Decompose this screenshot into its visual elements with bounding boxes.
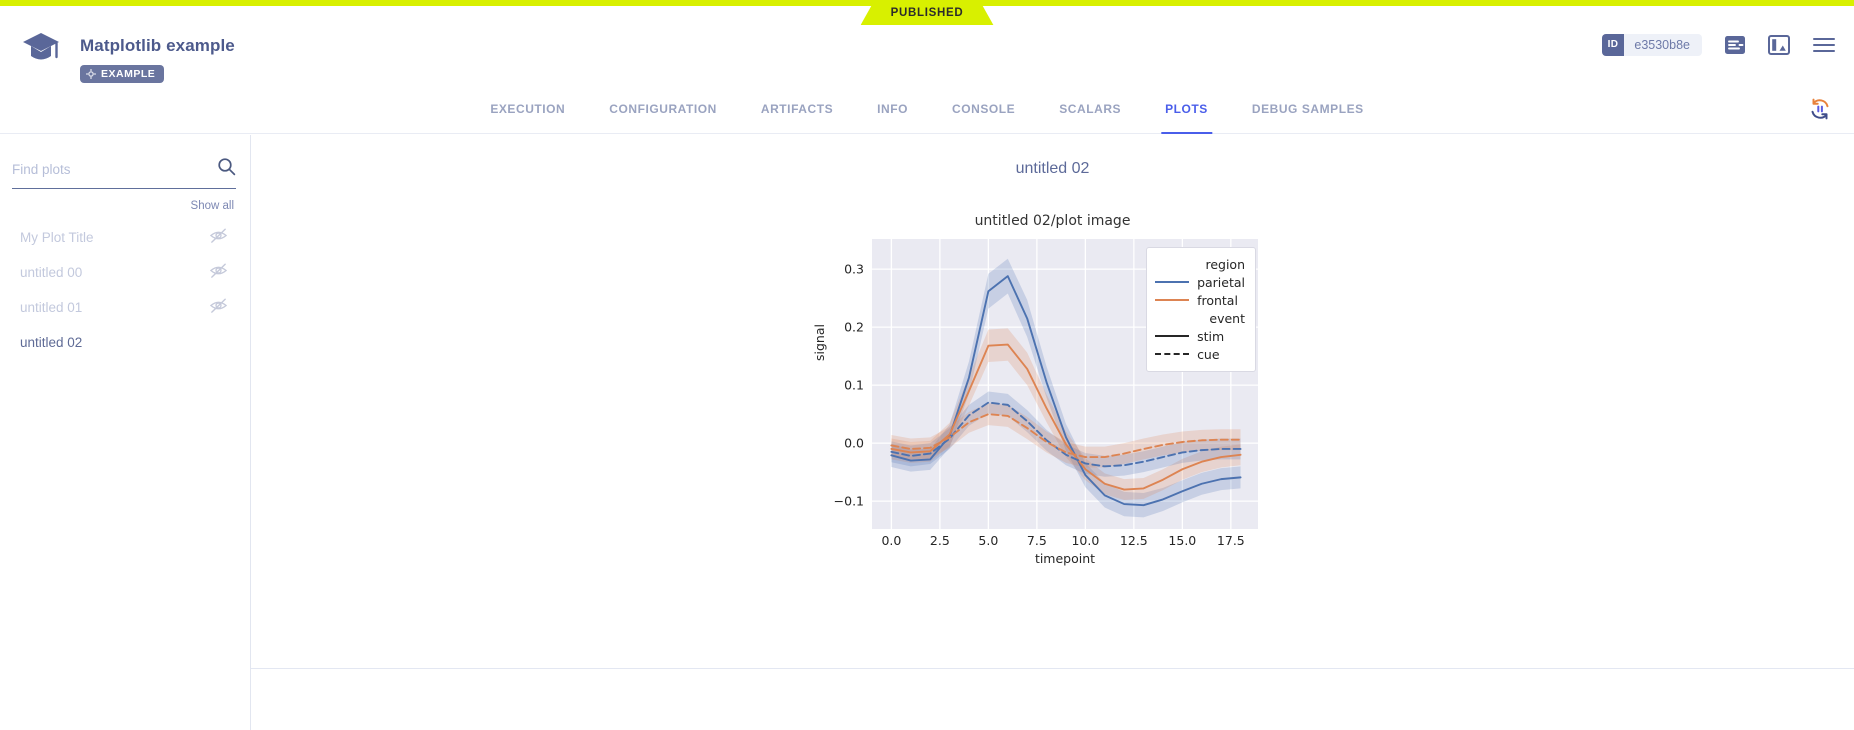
legend-swatch-parietal [1155,281,1190,283]
matplotlib-figure: untitled 02/plot image 0.3 0.2 0.1 0.0 −0.1 … [810,213,1295,613]
y-tick-label: 0.3 [844,261,864,277]
graduation-cap-logo-icon [22,30,60,64]
legend-label: event [1209,310,1245,326]
chart-svg [872,239,1258,529]
x-axis-ticks: 0.0 2.5 5.0 7.5 10.0 12.5 15.0 17.5 [872,529,1258,551]
legend-group-event: event [1155,309,1245,327]
tab-artifacts[interactable]: ARTIFACTS [760,102,834,116]
y-tick-label: 0.1 [844,377,864,393]
search-box [12,157,236,189]
plot-item-label: untitled 02 [20,335,83,350]
example-tag: EXAMPLE [80,65,165,83]
plot-item-label: untitled 00 [20,265,83,280]
x-tick-label: 7.5 [1026,533,1047,548]
plot-list: My Plot Title untitled 00 untitled 0 [0,220,250,360]
run-id-value: e3530b8e [1634,38,1690,52]
y-axis-label: signal [812,324,827,361]
legend-item-cue: cue [1155,345,1245,363]
tab-debug-samples[interactable]: DEBUG SAMPLES [1251,102,1364,116]
eye-off-icon[interactable] [209,261,228,285]
eye-off-icon[interactable] [209,296,228,320]
y-axis-ticks: 0.3 0.2 0.1 0.0 −0.1 [810,239,864,529]
page-title: Matplotlib example [80,36,235,55]
legend-item-frontal: frontal [1155,291,1245,309]
published-ribbon: PUBLISHED [861,0,994,25]
legend-label: parietal [1197,274,1245,290]
list-item[interactable]: untitled 00 [0,255,250,290]
eye-off-icon[interactable] [209,226,228,250]
log-icon[interactable] [1724,35,1746,55]
x-tick-label: 12.5 [1119,533,1148,548]
menu-icon[interactable] [1812,36,1836,54]
tabs-container: EXECUTION CONFIGURATION ARTIFACTS INFO C… [468,84,1385,134]
plot-area: region parietal frontal event [872,239,1258,529]
show-all-link[interactable]: Show all [190,200,234,212]
plots-sidebar: Show all My Plot Title untitled 00 [0,135,251,730]
plot-item-label: untitled 01 [20,300,83,315]
next-plot-card [251,670,1854,730]
legend-label: frontal [1197,292,1238,308]
tab-info[interactable]: INFO [877,102,909,116]
run-id-label: ID [1601,34,1625,56]
x-tick-label: 17.5 [1216,533,1245,548]
gear-icon [86,69,96,79]
list-item-selected[interactable]: untitled 02 [0,325,250,360]
x-tick-label: 10.0 [1071,533,1100,548]
y-tick-label: 0.0 [844,435,864,451]
search-icon[interactable] [217,157,236,181]
list-item[interactable]: My Plot Title [0,220,250,255]
x-tick-label: 2.5 [929,533,950,548]
published-label: PUBLISHED [890,6,964,19]
run-id-badge[interactable]: ID e3530b8e [1601,34,1702,56]
legend-swatch-frontal [1155,299,1190,301]
header-actions: ID e3530b8e [1601,34,1836,56]
chart-legend: region parietal frontal event [1146,247,1256,372]
legend-label: stim [1197,328,1225,344]
y-tick-label: 0.2 [844,319,864,335]
tab-console[interactable]: CONSOLE [952,102,1016,116]
legend-group-region: region [1155,255,1245,273]
title-block: Matplotlib example EXAMPLE [80,36,235,84]
tab-execution[interactable]: EXECUTION [490,102,566,116]
legend-swatch-cue [1155,353,1190,355]
y-tick-label: −0.1 [833,493,864,509]
legend-swatch-stim [1155,335,1190,337]
legend-item-stim: stim [1155,327,1245,345]
example-tag-label: EXAMPLE [101,68,156,80]
main-content: untitled 02 untitled 02/plot image 0.3 0.… [251,135,1854,730]
legend-label: cue [1197,346,1220,362]
tab-bar: EXECUTION CONFIGURATION ARTIFACTS INFO C… [0,84,1854,134]
auto-refresh-icon[interactable] [1808,97,1832,126]
layout-icon[interactable] [1768,35,1790,55]
x-tick-label: 0.0 [881,533,902,548]
tab-scalars[interactable]: SCALARS [1059,102,1122,116]
plot-card: untitled 02 untitled 02/plot image 0.3 0.… [251,135,1854,669]
tab-configuration[interactable]: CONFIGURATION [609,102,717,116]
selected-plot-title: untitled 02 [1015,160,1090,177]
legend-item-parietal: parietal [1155,273,1245,291]
chart-title: untitled 02/plot image [974,213,1131,229]
x-tick-label: 15.0 [1168,533,1197,548]
x-tick-label: 5.0 [978,533,999,548]
search-input[interactable] [12,161,217,177]
list-item[interactable]: untitled 01 [0,290,250,325]
legend-label: region [1205,256,1245,272]
plot-item-label: My Plot Title [20,230,94,245]
x-axis-label: timepoint [1034,551,1096,566]
tab-plots[interactable]: PLOTS [1143,84,1230,134]
